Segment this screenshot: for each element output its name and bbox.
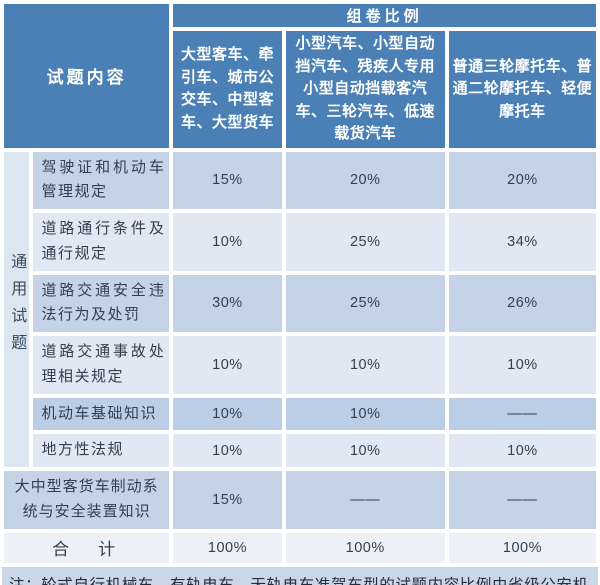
value-cell: 34% [448, 213, 596, 271]
value-cell: —— [448, 471, 596, 529]
column-header-small-vehicles: 小型汽车、小型自动挡汽车、残疾人专用小型自动挡载客汽车、三轮汽车、低速载货汽车 [285, 31, 445, 148]
row-label: 机动车基础知识 [32, 397, 170, 431]
column-header-large-vehicles: 大型客车、牵引车、城市公交车、中型客车、大型货车 [173, 31, 282, 148]
value-cell: 25% [285, 213, 445, 271]
top-header-paper-ratio: 组卷比例 [173, 4, 596, 27]
value-cell: 10% [173, 336, 282, 394]
table-row: 道路交通安全违法行为及处罚 30% 25% 26% [4, 274, 596, 332]
row-label: 道路交通事故处理相关规定 [32, 336, 170, 394]
table-row: 大中型客货车制动系统与安全装置知识 15% —— —— [4, 471, 596, 529]
value-cell: 100% [448, 532, 596, 563]
table-row: 地方性法规 10% 10% 10% [4, 434, 596, 467]
value-cell: 100% [173, 532, 282, 563]
value-cell: 20% [448, 151, 596, 209]
total-row: 合 计 100% 100% 100% [4, 532, 596, 563]
table-row: 机动车基础知识 10% 10% —— [4, 397, 596, 431]
value-cell: —— [285, 471, 445, 529]
row-label: 大中型客货车制动系统与安全装置知识 [4, 471, 170, 529]
value-cell: 10% [173, 397, 282, 431]
value-cell: 10% [285, 397, 445, 431]
table-row: 道路通行条件及通行规定 10% 25% 34% [4, 213, 596, 271]
group-label-general-questions: 通用试题 [4, 151, 29, 467]
value-cell: 15% [173, 151, 282, 209]
corner-header-exam-content: 试题内容 [4, 4, 170, 148]
total-row-label: 合 计 [4, 532, 170, 563]
value-cell: 25% [285, 274, 445, 332]
value-cell: —— [448, 397, 596, 431]
value-cell: 10% [448, 336, 596, 394]
value-cell: 100% [285, 532, 445, 563]
value-cell: 26% [448, 274, 596, 332]
value-cell: 10% [285, 434, 445, 467]
exam-content-ratio-table: 试题内容 组卷比例 大型客车、牵引车、城市公交车、中型客车、大型货车 小型汽车、… [4, 4, 596, 563]
value-cell: 10% [173, 434, 282, 467]
row-label: 道路交通安全违法行为及处罚 [32, 274, 170, 332]
value-cell: 10% [448, 434, 596, 467]
row-label: 地方性法规 [32, 434, 170, 467]
row-label: 道路通行条件及通行规定 [32, 213, 170, 271]
value-cell: 10% [173, 213, 282, 271]
value-cell: 15% [173, 471, 282, 529]
value-cell: 30% [173, 274, 282, 332]
footnote: 注：轮式自行机械车、有轨电车、无轨电车准驾车型的试题内容比例由省级公安机关交通管… [2, 566, 598, 585]
value-cell: 10% [285, 336, 445, 394]
table-row: 通用试题 驾驶证和机动车管理规定 15% 20% 20% [4, 151, 596, 467]
row-label: 驾驶证和机动车管理规定 [32, 151, 170, 209]
group-label-text: 通用试题 [8, 252, 26, 361]
table-row: 道路交通事故处理相关规定 10% 10% 10% [4, 336, 596, 394]
value-cell: 20% [285, 151, 445, 209]
column-header-motorcycles: 普通三轮摩托车、普通二轮摩托车、轻便摩托车 [448, 31, 596, 148]
